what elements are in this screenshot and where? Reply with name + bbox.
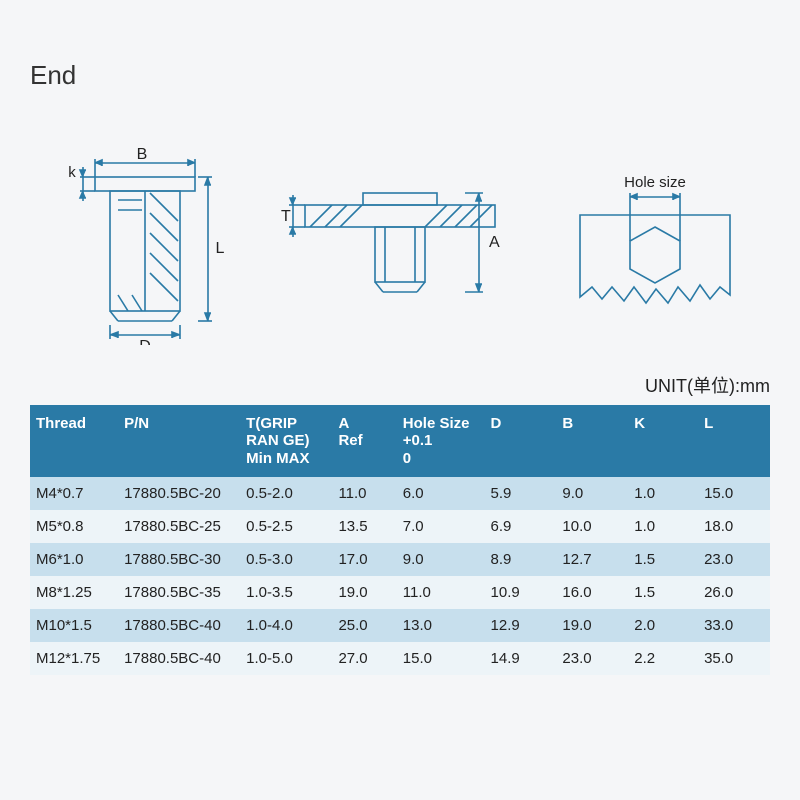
table-cell: 1.5	[628, 543, 698, 576]
column-header: B	[556, 405, 628, 477]
label-hole-size: Hole size	[624, 174, 686, 191]
table-cell: 19.0	[556, 609, 628, 642]
column-header: L	[698, 405, 770, 477]
table-cell: 18.0	[698, 510, 770, 543]
table-cell: 1.0	[628, 510, 698, 543]
column-header: Hole Size+0.10	[397, 405, 485, 477]
table-cell: 0.5-3.0	[240, 543, 332, 576]
table-cell: 10.9	[485, 576, 557, 609]
table-cell: 19.0	[332, 576, 396, 609]
table-row: M12*1.7517880.5BC-401.0-5.027.015.014.92…	[30, 642, 770, 675]
table-cell: 33.0	[698, 609, 770, 642]
table-cell: M12*1.75	[30, 642, 118, 675]
label-d: D	[139, 338, 151, 345]
table-row: M4*0.717880.5BC-200.5-2.011.06.05.99.01.…	[30, 477, 770, 510]
table-cell: 0.5-2.5	[240, 510, 332, 543]
table-cell: M6*1.0	[30, 543, 118, 576]
spec-table: ThreadP/NT(GRIPRAN GE)Min MAXARefHole Si…	[30, 405, 770, 675]
table-cell: 25.0	[332, 609, 396, 642]
table-cell: 17880.5BC-30	[118, 543, 240, 576]
column-header: ARef	[332, 405, 396, 477]
label-t: T	[281, 208, 291, 225]
label-l: L	[216, 240, 225, 257]
table-cell: 16.0	[556, 576, 628, 609]
table-cell: 13.0	[397, 609, 485, 642]
table-cell: 14.9	[485, 642, 557, 675]
label-k: k	[68, 164, 76, 181]
table-cell: M10*1.5	[30, 609, 118, 642]
table-cell: 23.0	[698, 543, 770, 576]
table-cell: 12.7	[556, 543, 628, 576]
table-cell: 15.0	[698, 477, 770, 510]
column-header: K	[628, 405, 698, 477]
table-cell: 11.0	[397, 576, 485, 609]
table-cell: 1.0	[628, 477, 698, 510]
table-cell: 10.0	[556, 510, 628, 543]
table-row: M10*1.517880.5BC-401.0-4.025.013.012.919…	[30, 609, 770, 642]
table-cell: 26.0	[698, 576, 770, 609]
column-header: Thread	[30, 405, 118, 477]
table-cell: M5*0.8	[30, 510, 118, 543]
table-cell: 27.0	[332, 642, 396, 675]
table-cell: 7.0	[397, 510, 485, 543]
table-cell: 1.0-3.5	[240, 576, 332, 609]
table-cell: 2.2	[628, 642, 698, 675]
table-cell: 5.9	[485, 477, 557, 510]
table-cell: 9.0	[556, 477, 628, 510]
table-cell: 17880.5BC-40	[118, 642, 240, 675]
diagrams-row: B k L D	[50, 140, 750, 350]
column-header: D	[485, 405, 557, 477]
table-cell: 1.0-5.0	[240, 642, 332, 675]
table-body: M4*0.717880.5BC-200.5-2.011.06.05.99.01.…	[30, 477, 770, 675]
table-cell: 35.0	[698, 642, 770, 675]
page-title: End	[30, 60, 76, 91]
table-cell: M4*0.7	[30, 477, 118, 510]
unit-label: UNIT(单位):mm	[645, 372, 770, 398]
table-cell: 17880.5BC-40	[118, 609, 240, 642]
table-row: M5*0.817880.5BC-250.5-2.513.57.06.910.01…	[30, 510, 770, 543]
column-header: P/N	[118, 405, 240, 477]
table-cell: 17.0	[332, 543, 396, 576]
table-cell: M8*1.25	[30, 576, 118, 609]
table-header: ThreadP/NT(GRIPRAN GE)Min MAXARefHole Si…	[30, 405, 770, 477]
label-a: A	[489, 234, 500, 251]
diagram-hole-size: Hole size	[560, 165, 750, 325]
table-cell: 9.0	[397, 543, 485, 576]
diagram-side-view: B k L D	[50, 145, 230, 345]
table-cell: 17880.5BC-20	[118, 477, 240, 510]
table-cell: 12.9	[485, 609, 557, 642]
table-row: M8*1.2517880.5BC-351.0-3.519.011.010.916…	[30, 576, 770, 609]
table-cell: 1.0-4.0	[240, 609, 332, 642]
table-cell: 15.0	[397, 642, 485, 675]
table-cell: 17880.5BC-25	[118, 510, 240, 543]
table-cell: 2.0	[628, 609, 698, 642]
table-cell: 6.9	[485, 510, 557, 543]
table-cell: 11.0	[332, 477, 396, 510]
table-row: M6*1.017880.5BC-300.5-3.017.09.08.912.71…	[30, 543, 770, 576]
table-cell: 17880.5BC-35	[118, 576, 240, 609]
diagram-section-view: T A	[275, 165, 515, 325]
label-b: B	[137, 146, 148, 163]
table-cell: 0.5-2.0	[240, 477, 332, 510]
table-cell: 23.0	[556, 642, 628, 675]
table-cell: 1.5	[628, 576, 698, 609]
column-header: T(GRIPRAN GE)Min MAX	[240, 405, 332, 477]
table-cell: 6.0	[397, 477, 485, 510]
table-cell: 13.5	[332, 510, 396, 543]
table-cell: 8.9	[485, 543, 557, 576]
